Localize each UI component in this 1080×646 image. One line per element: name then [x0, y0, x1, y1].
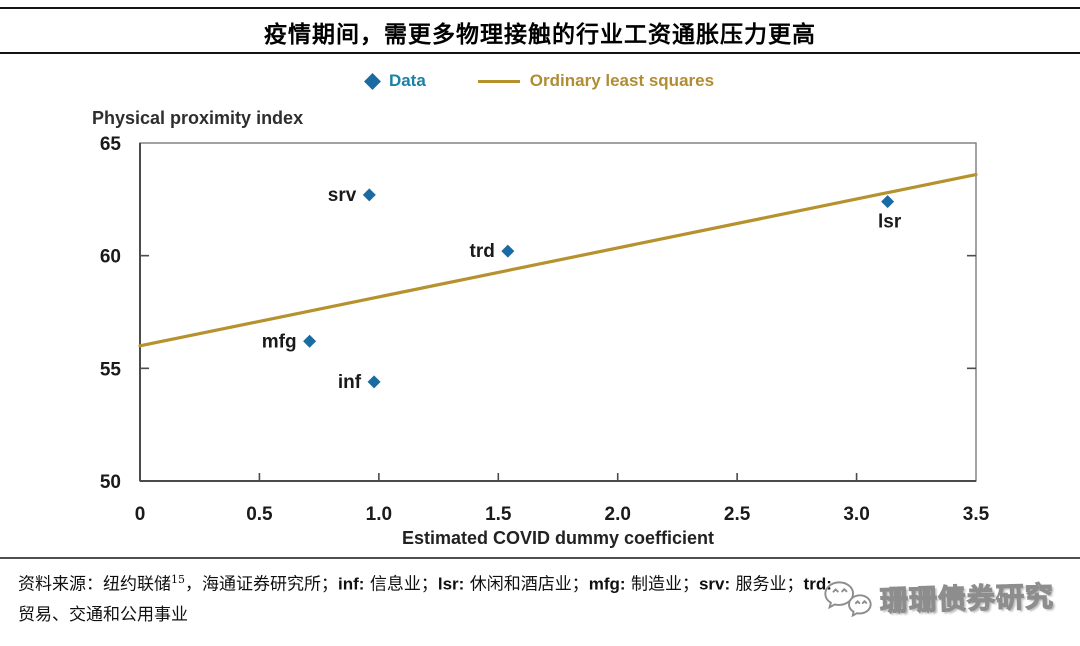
y-tick-label: 60 — [100, 247, 121, 268]
x-tick-label: 0 — [135, 504, 146, 525]
y-tick-label: 50 — [100, 472, 121, 493]
source-abbreviation: mfg: — [588, 574, 626, 594]
legend-ols-label: Ordinary least squares — [529, 71, 715, 90]
source-text: ，海通证券研究所； — [185, 574, 338, 595]
source-text: 15 — [171, 573, 185, 586]
x-tick-label: 1.0 — [366, 504, 392, 525]
point-label-trd: trd — [470, 241, 495, 262]
data-point-trd — [501, 244, 515, 258]
source-text: 服务业； — [730, 574, 804, 595]
data-point-inf — [367, 375, 381, 389]
source-abbreviation: srv: — [698, 574, 731, 594]
data-point-mfg — [303, 334, 317, 348]
top-rule — [0, 7, 1080, 9]
source-text: 休闲和酒店业； — [464, 574, 589, 595]
point-label-mfg: mfg — [262, 331, 297, 352]
y-tick-label: 55 — [100, 359, 122, 380]
x-tick-label: 1.5 — [485, 504, 512, 525]
y-axis-title: Physical proximity index — [92, 108, 304, 128]
source-note: 资料来源：纽约联储15，海通证券研究所；inf: 信息业；lsr: 休闲和酒店业… — [18, 565, 1062, 630]
footer-divider-rule — [0, 557, 1080, 559]
point-label-srv: srv — [328, 185, 357, 206]
source-abbreviation: lsr: — [437, 574, 465, 594]
point-label-lsr: lsr — [878, 212, 902, 233]
chart-legend: Data Ordinary least squares — [0, 68, 1080, 94]
source-note-line1: 资料来源：纽约联储15，海通证券研究所；inf: 信息业；lsr: 休闲和酒店业… — [18, 565, 1062, 600]
ols-regression-line — [138, 172, 978, 348]
source-note-line2: 贸易、交通和公用事业 — [18, 604, 188, 625]
source-text: 制造业； — [625, 574, 699, 595]
legend-data-label: Data — [388, 71, 426, 90]
x-tick-label: 2.0 — [605, 504, 631, 525]
source-text: 信息业； — [364, 574, 438, 595]
source-abbreviation: trd: — [803, 574, 832, 594]
x-tick-label: 3.5 — [963, 504, 990, 525]
legend-item-ols: Ordinary least squares — [477, 71, 715, 91]
y-tick-label: 65 — [100, 134, 122, 155]
x-tick-label: 3.0 — [843, 504, 869, 525]
source-text: 资料来源：纽约联储 — [18, 574, 171, 595]
data-point-srv — [362, 188, 376, 202]
point-label-inf: inf — [338, 372, 362, 393]
ols-line-sample-icon — [477, 79, 520, 83]
legend-item-data: Data — [363, 71, 426, 91]
data-point-lsr — [881, 195, 895, 209]
chart-title: 疫情期间，需更多物理接触的行业工资通胀压力更高 — [264, 21, 816, 48]
x-axis-title: Estimated COVID dummy coefficient — [402, 528, 714, 548]
x-tick-label: 2.5 — [724, 504, 751, 525]
title-rule — [0, 52, 1080, 54]
source-abbreviation: inf: — [338, 574, 365, 594]
plot-border — [139, 142, 977, 482]
x-tick-label: 0.5 — [246, 504, 273, 525]
